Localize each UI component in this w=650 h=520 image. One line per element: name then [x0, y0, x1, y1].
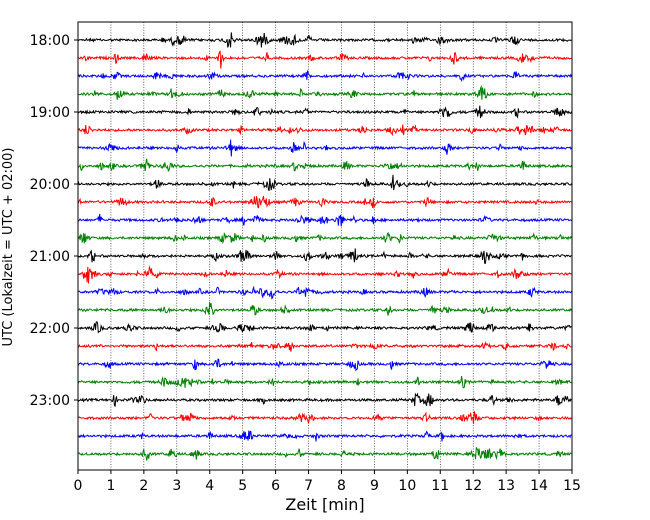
trace-line — [77, 84, 572, 100]
trace-line — [77, 174, 572, 192]
trace-line — [77, 195, 572, 210]
x-tick-label: 7 — [304, 478, 313, 494]
x-tick-label: 3 — [172, 478, 181, 494]
x-tick-label: 6 — [271, 478, 280, 494]
x-tick-label: 14 — [530, 478, 548, 494]
trace-line — [77, 248, 572, 265]
trace-line — [77, 213, 572, 227]
x-tick-label: 15 — [563, 478, 581, 494]
trace-line — [77, 32, 572, 48]
x-tick-label: 2 — [139, 478, 148, 494]
x-tick-label: 0 — [74, 478, 83, 494]
y-axis-label: UTC (Lokalzeit = UTC + 02:00) — [1, 148, 16, 347]
x-tick-label: 8 — [337, 478, 346, 494]
trace-line — [77, 139, 572, 157]
x-axis-label: Zeit [min] — [285, 495, 364, 514]
x-tick-label: 12 — [464, 478, 482, 494]
trace-layer — [77, 32, 572, 461]
trace-line — [77, 358, 572, 372]
trace-line — [77, 158, 572, 172]
plot-frame — [77, 21, 573, 471]
trace-line — [77, 430, 572, 442]
y-tick-label: 22:00 — [30, 321, 70, 337]
x-tick-label: 1 — [106, 478, 115, 494]
x-tick-label: 13 — [497, 478, 515, 494]
trace-line — [77, 302, 572, 316]
trace-line — [77, 105, 572, 119]
x-tick-label: 11 — [431, 478, 449, 494]
trace-line — [77, 411, 572, 425]
trace-line — [77, 375, 572, 389]
x-tick-label: 10 — [398, 478, 416, 494]
y-tick-label: 23:00 — [30, 393, 70, 409]
y-tick-label: 18:00 — [30, 33, 70, 49]
trace-line — [77, 392, 572, 408]
trace-line — [77, 70, 572, 82]
y-tick-label: 19:00 — [30, 105, 70, 121]
trace-line — [77, 340, 572, 352]
y-tick-label: 20:00 — [30, 177, 70, 193]
trace-line — [77, 265, 572, 284]
trace-line — [77, 447, 572, 461]
grid-layer — [110, 22, 540, 470]
trace-line — [77, 124, 572, 137]
x-axis-ticks: 0 1 2 3 4 5 6 7 8 9 10 11 12 13 14 15 — [74, 470, 581, 494]
y-axis-ticks: 18:00 19:00 20:00 21:00 22:00 23:00 — [30, 33, 78, 409]
trace-line — [77, 232, 572, 245]
x-tick-label: 5 — [238, 478, 247, 494]
y-tick-label: 21:00 — [30, 249, 70, 265]
x-tick-label: 4 — [205, 478, 214, 494]
trace-line — [77, 321, 572, 334]
trace-line — [77, 50, 572, 69]
trace-line — [77, 285, 572, 300]
x-tick-label: 9 — [370, 478, 379, 494]
